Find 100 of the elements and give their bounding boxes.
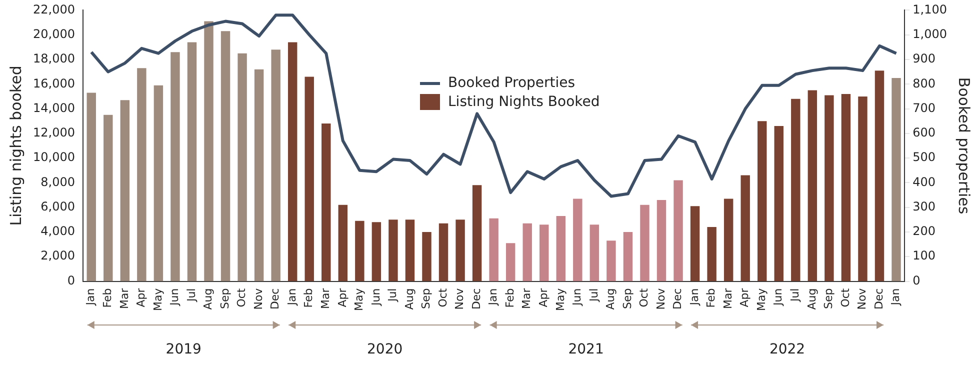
bar: [86, 92, 96, 282]
y-tick-label: 2,000: [40, 248, 75, 263]
bar: [220, 31, 230, 282]
bar: [808, 90, 818, 282]
y2-tick-label: 400: [912, 174, 936, 189]
bar: [506, 243, 516, 282]
x-tick-label: Apr: [738, 288, 752, 308]
x-tick-label: Mar: [318, 288, 332, 310]
bar: [774, 126, 784, 282]
text: 2019: [166, 342, 202, 358]
x-tick-label: Sep: [620, 288, 634, 309]
bar: [472, 185, 482, 282]
bar: [238, 53, 247, 282]
bar: [288, 42, 298, 282]
y2-tick-label: 600: [912, 126, 936, 140]
bar: [841, 94, 851, 282]
x-tick-label: Mar: [520, 288, 534, 310]
y-tick-label: 14,000: [32, 100, 75, 115]
bar: [271, 50, 280, 282]
bar: [858, 96, 868, 282]
x-tick-label: Oct: [838, 288, 852, 308]
x-tick-label: Sep: [822, 288, 836, 309]
bar: [606, 240, 616, 282]
bar: [590, 224, 600, 282]
text: 2021: [568, 342, 604, 358]
bar: [304, 76, 314, 282]
y-tick-label: 16,000: [32, 76, 75, 90]
x-tick-label: Jan: [889, 288, 902, 306]
x-tick-label: Jan: [688, 288, 701, 306]
y2-tick-label: 900: [912, 52, 936, 66]
x-tick-label: Mar: [721, 288, 734, 310]
x-tick-label: Oct: [638, 288, 651, 308]
bar: [338, 204, 348, 282]
y-tick-label: 10,000: [32, 150, 75, 164]
bar: [456, 220, 465, 282]
bar: [674, 180, 683, 282]
x-tick-label: Dec: [872, 288, 886, 310]
x-tick-label: Jul: [386, 288, 400, 303]
y2-tick-label: 0: [912, 273, 920, 288]
text: 2020: [367, 342, 403, 358]
bar: [556, 216, 566, 282]
x-tick-label: Jan: [285, 288, 298, 306]
y2-tick-label: 1,000: [912, 26, 948, 41]
bar: [204, 21, 214, 282]
y2-tick-label: 800: [912, 76, 936, 90]
y-tick-label: 20,000: [32, 26, 75, 41]
x-tick-label: Aug: [202, 288, 215, 310]
x-tick-label: Nov: [654, 288, 668, 310]
y2-tick-label: 1,100: [912, 2, 948, 16]
x-tick-label: Aug: [604, 288, 618, 310]
y2-tick-label: 700: [912, 100, 936, 115]
x-tick-label: Apr: [134, 288, 148, 308]
bar: [254, 69, 264, 282]
y2-tick-label: 200: [912, 224, 936, 238]
y-tick-label: 0: [67, 273, 75, 288]
bar: [892, 78, 901, 282]
y-tick-label: 12,000: [32, 126, 75, 140]
x-tick-label: Apr: [536, 288, 550, 308]
y2-tick-label: 100: [912, 248, 936, 263]
bar: [489, 218, 498, 282]
bar: [522, 223, 532, 282]
x-tick-label: May: [754, 288, 768, 312]
bar: [170, 52, 180, 282]
bar: [372, 222, 382, 282]
x-tick-label: Aug: [402, 288, 416, 310]
x-tick-label: Dec: [671, 288, 684, 310]
y-tick-label: 6,000: [40, 199, 75, 214]
x-tick-label: Jul: [788, 288, 802, 303]
x-tick-label: May: [151, 288, 164, 312]
x-tick-label: Nov: [252, 288, 265, 310]
bar: [791, 98, 800, 282]
bar: [874, 70, 884, 282]
bar: [540, 224, 549, 282]
x-tick-label: Dec: [470, 288, 483, 310]
bar: [724, 198, 734, 282]
x-tick-label: Feb: [101, 288, 114, 308]
y-tick-label: 4,000: [40, 224, 75, 238]
bar: [137, 68, 146, 282]
bar: [690, 206, 700, 282]
x-tick-label: May: [554, 288, 567, 312]
x-tick-label: Nov: [856, 288, 869, 310]
bar: [322, 124, 331, 282]
bar: [438, 223, 448, 282]
x-tick-label: May: [352, 288, 366, 312]
x-tick-label: Aug: [805, 288, 818, 310]
x-tick-label: Sep: [218, 288, 232, 309]
text: 2022: [769, 342, 806, 358]
bar: [640, 204, 650, 282]
y-tick-label: 22,000: [32, 2, 75, 16]
x-tick-label: Jan: [486, 288, 500, 306]
bar: [154, 85, 164, 282]
bar: [104, 114, 113, 282]
x-tick-label: Jun: [570, 288, 584, 306]
x-tick-label: Oct: [235, 288, 248, 308]
x-tick-label: Jun: [369, 288, 382, 306]
x-tick-label: Jun: [772, 288, 785, 306]
x-tick-label: Apr: [336, 288, 349, 308]
x-tick-label: Nov: [453, 288, 466, 310]
x-tick-label: Feb: [503, 288, 516, 308]
x-tick-label: Oct: [436, 288, 450, 308]
